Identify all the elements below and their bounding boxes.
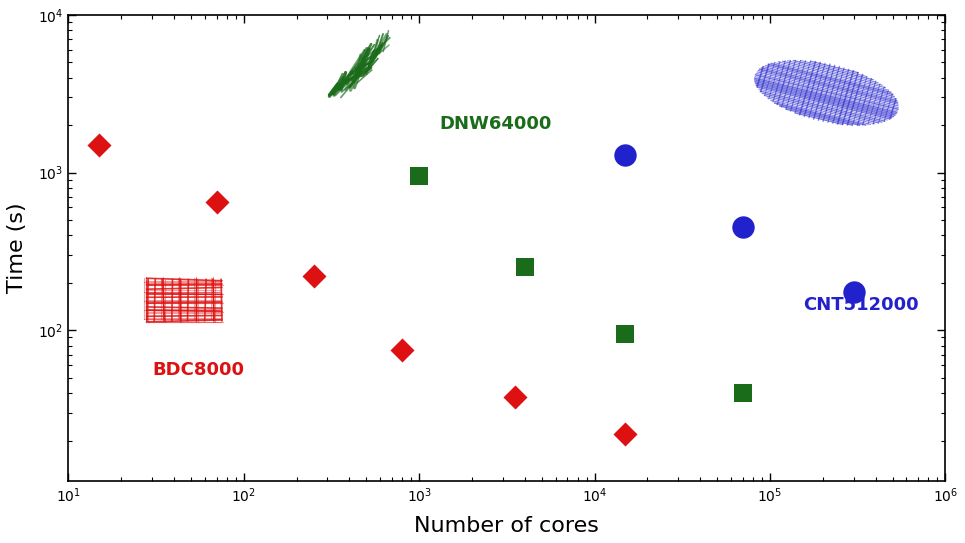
Point (306, 272, 321, 281)
Point (846, 288, 862, 296)
Text: BDC8000: BDC8000 (152, 361, 244, 379)
Y-axis label: Time (s): Time (s) (7, 203, 27, 293)
Point (735, 389, 751, 397)
Point (517, 263, 533, 272)
Point (735, 223, 751, 231)
Point (208, 198, 224, 206)
Text: CNT512000: CNT512000 (804, 296, 919, 314)
Point (618, 330, 633, 338)
Point (618, 430, 633, 438)
X-axis label: Number of cores: Number of cores (414, 516, 599, 536)
Point (92, 141, 107, 149)
Point (618, 150, 633, 159)
Text: DNW64000: DNW64000 (439, 115, 551, 132)
Point (507, 392, 522, 401)
Point (411, 172, 427, 180)
Point (395, 346, 410, 355)
